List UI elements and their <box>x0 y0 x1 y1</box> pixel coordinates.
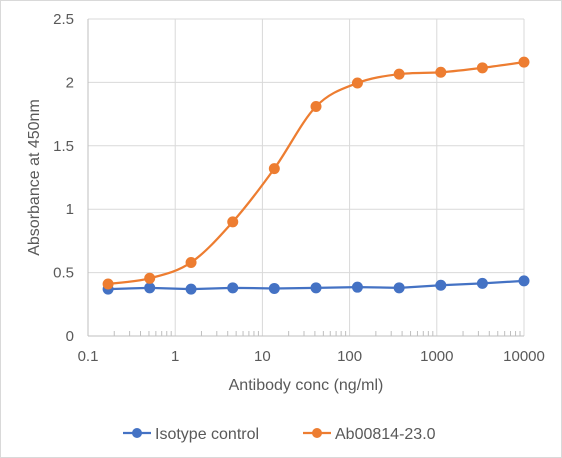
data-point <box>435 279 447 291</box>
x-axis-title: Antibody conc (ng/ml) <box>229 377 384 394</box>
data-point <box>476 62 488 74</box>
y-tick-label: 2.5 <box>53 11 74 28</box>
data-point <box>268 282 280 294</box>
legend-marker <box>132 428 142 438</box>
series-0 <box>102 275 530 295</box>
x-tick-label: 0.1 <box>78 348 99 365</box>
series-1 <box>102 56 530 290</box>
x-tick-label: 10 <box>254 348 271 365</box>
series <box>102 56 530 295</box>
legend-label: Ab00814-23.0 <box>335 426 436 443</box>
x-tick-label: 1000 <box>420 348 453 365</box>
y-tick-label: 0.5 <box>53 265 74 282</box>
y-tick-label: 0 <box>66 328 74 345</box>
data-point <box>102 278 114 290</box>
data-point <box>227 216 239 228</box>
legend-marker <box>312 428 322 438</box>
data-point <box>268 163 280 175</box>
legend-label: Isotype control <box>155 426 259 443</box>
data-point <box>351 281 363 293</box>
y-axis-title: Absorbance at 450nm <box>26 99 43 256</box>
tick-labels: 0 0.5 1 1.5 2 2.5 0.1 1 10 100 1000 10000 <box>53 11 545 365</box>
data-point <box>351 77 363 89</box>
data-point <box>518 275 530 287</box>
axes <box>87 19 524 337</box>
data-point <box>227 282 239 294</box>
y-tick-label: 2 <box>66 74 74 91</box>
x-tick-label: 100 <box>337 348 362 365</box>
series-line <box>107 60 525 286</box>
legend-item-1: Ab00814-23.0 <box>303 426 436 443</box>
x-tick-label: 10000 <box>503 348 545 365</box>
legend: Isotype control Ab00814-23.0 <box>123 426 436 443</box>
legend-item-0: Isotype control <box>123 426 259 443</box>
data-point <box>310 100 322 112</box>
y-tick-label: 1 <box>66 201 74 218</box>
data-point <box>518 56 530 68</box>
y-tick-label: 1.5 <box>53 138 74 155</box>
data-point <box>393 282 405 294</box>
data-point <box>185 256 197 268</box>
data-point <box>144 282 156 294</box>
data-point <box>393 68 405 80</box>
data-point <box>185 283 197 295</box>
data-point <box>144 272 156 284</box>
data-point <box>435 66 447 78</box>
data-point <box>310 282 322 294</box>
x-tick-label: 1 <box>171 348 179 365</box>
data-point <box>476 277 488 289</box>
